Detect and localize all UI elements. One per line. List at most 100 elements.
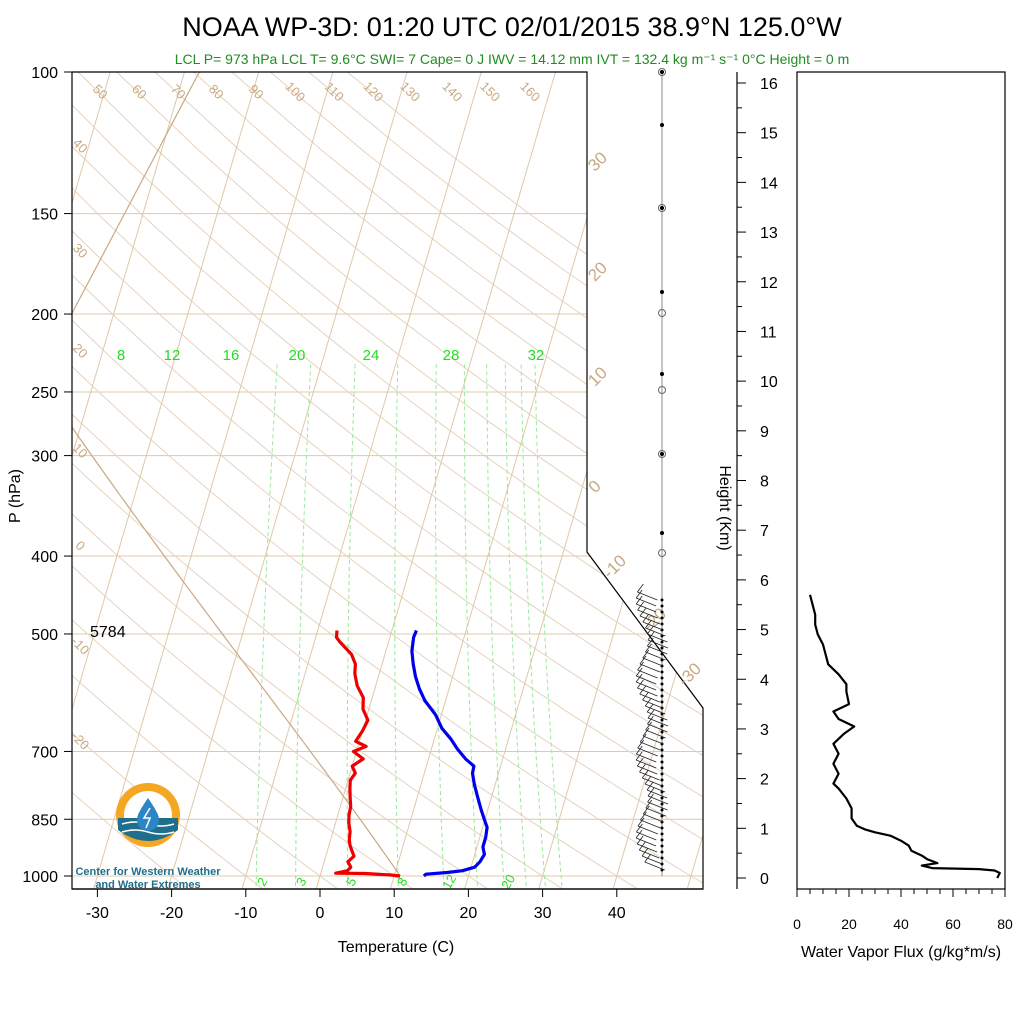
dry-adiabat-label: 140 (439, 79, 465, 105)
mixing-ratio-line (520, 362, 547, 889)
wind-dot (660, 808, 664, 812)
x-tick-label: 20 (460, 905, 478, 922)
wind-dot (660, 760, 664, 764)
wind-barb-flag (640, 811, 647, 821)
dry-adiabat-line (72, 72, 703, 889)
wind-barb-flag (636, 823, 643, 833)
mixing-ratio-top-label: 32 (528, 347, 545, 364)
wind-dot (660, 832, 664, 836)
dewpoint-profile (410, 629, 489, 878)
wind-barb (645, 627, 666, 637)
isotherm-line (72, 72, 185, 889)
dry-adiabat-line (308, 72, 703, 889)
dry-adiabat-line (72, 72, 495, 889)
wind-barb-flag (637, 661, 644, 671)
dry-adiabat-lines (72, 72, 703, 889)
flux-frame (796, 71, 1006, 890)
isotherm-line (91, 72, 334, 889)
wind-barb (644, 783, 666, 793)
wind-dot (660, 694, 664, 698)
height-tick-label: 10 (760, 374, 778, 391)
dry-adiabat-line (116, 72, 703, 889)
wind-barb (647, 801, 668, 811)
wind-dot (660, 844, 664, 848)
wind-barb (639, 693, 660, 703)
wind-dot (660, 850, 664, 854)
y-tick-label: 400 (31, 549, 58, 566)
mixing-ratio-top-label: 24 (363, 347, 380, 364)
height-axis-label: Height (Km) (716, 465, 733, 550)
wind-barb (639, 663, 661, 673)
wind-barb (636, 843, 658, 853)
wind-barb (639, 771, 660, 781)
wind-barb-flag (642, 727, 650, 737)
wind-barb (640, 741, 661, 751)
wind-barb-column (635, 68, 669, 876)
wind-barb (635, 759, 657, 769)
cw3e-logo: Center for Western Weather and Water Ext… (75, 783, 221, 891)
wind-barb (642, 777, 663, 787)
wind-dot (660, 70, 664, 74)
temperature-profile (334, 630, 401, 878)
isotherm-right-label: 10 (584, 363, 611, 390)
wind-barb-flag (637, 817, 645, 827)
wind-dot (660, 604, 664, 608)
isotherm-right-label: 30 (584, 148, 611, 175)
height-500-label: 5784 (90, 624, 126, 641)
wind-barb-flag (635, 667, 643, 677)
height-tick-label: 15 (760, 126, 778, 143)
wind-barb (642, 657, 663, 667)
height-tick-label: 7 (760, 523, 769, 540)
wind-barb (640, 819, 661, 829)
wind-barb (637, 747, 658, 757)
x-tick-label: -30 (86, 905, 109, 922)
wind-barb (645, 807, 666, 817)
isotherm-left-label: 30 (70, 240, 91, 261)
wind-barb (639, 615, 661, 625)
wind-dot (660, 826, 664, 830)
x-tick-label: 10 (385, 905, 403, 922)
height-tick-label: 8 (760, 474, 769, 491)
wind-barb-flag (639, 607, 647, 617)
skew-t-axes: -30 -20 -10 0 10 20 30 401001502002503004005007… (22, 65, 703, 922)
mixing-ratio-line (534, 362, 563, 889)
wind-barb-flag (637, 739, 645, 749)
mixing-ratio-top-label: 8 (117, 347, 125, 364)
wind-barb (637, 687, 658, 697)
mixing-ratio-line (295, 362, 312, 889)
wind-dot (660, 290, 664, 294)
y-tick-label: 150 (31, 207, 58, 224)
wind-barb (637, 825, 659, 835)
flux-x-tick-label: 0 (793, 916, 801, 932)
height-tick-label: 5 (760, 623, 769, 640)
y-tick-label: 100 (31, 65, 58, 82)
wind-dot (660, 652, 664, 656)
dry-adiabat-line (72, 72, 703, 889)
wind-barb (647, 639, 669, 649)
wind-dot (660, 814, 664, 818)
isotherm-line (314, 72, 556, 889)
height-tick-label: 2 (760, 772, 769, 789)
flux-profile (808, 594, 1001, 879)
y-tick-label: 850 (31, 812, 58, 829)
height-tick-label: 1 (760, 821, 769, 838)
wind-dot (660, 610, 664, 614)
flux-panel: 0 20 40 60 80 (793, 71, 1013, 932)
isotherm-right-label: -10 (599, 551, 630, 582)
isotherm-left-label: 40 (70, 135, 91, 156)
isotherm-right-label: 0 (585, 477, 605, 497)
wind-barb-flag (637, 601, 644, 611)
wind-calm-circle (658, 450, 666, 458)
wind-barb-flag (639, 763, 646, 773)
chart-subtitle: LCL P= 973 hPa LCL T= 9.6°C SWI= 7 Cape=… (175, 51, 850, 67)
wind-barb-flag (642, 613, 650, 623)
wind-barb (642, 699, 663, 709)
wind-calm-circle (658, 68, 666, 76)
wind-dot (660, 622, 664, 626)
logo-line-1: Center for Western Weather (75, 866, 221, 878)
wind-barb-flag (645, 721, 652, 731)
height-tick-label: 12 (760, 275, 778, 292)
y-tick-label: 1000 (22, 869, 58, 886)
wind-barb (642, 621, 663, 631)
dry-adiabat-line (72, 72, 703, 889)
